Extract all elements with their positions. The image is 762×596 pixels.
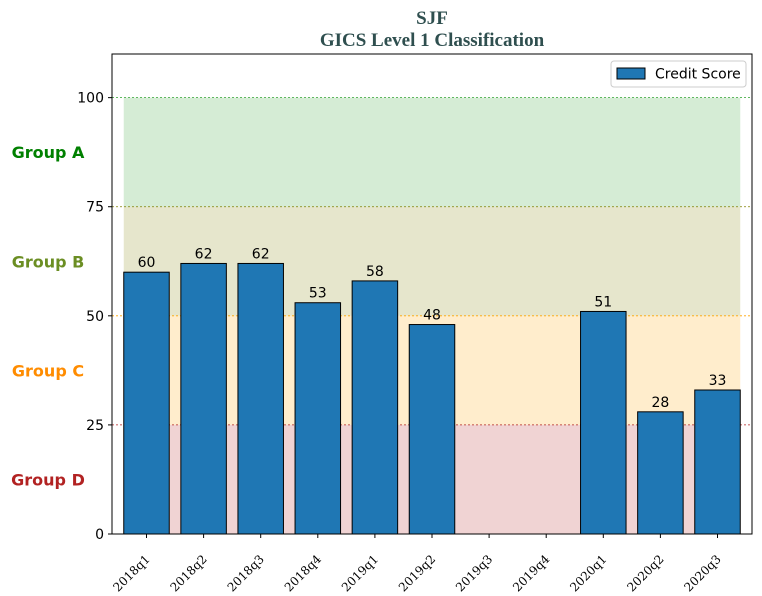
x-tick-label: 2019q3: [453, 552, 495, 594]
bars: [123, 262, 741, 535]
legend-swatch: [616, 67, 646, 80]
x-tick-label: 2019q1: [339, 552, 381, 594]
data-label-2020q3: 33: [709, 373, 727, 389]
x-tick-label: 2018q1: [110, 552, 152, 594]
data-label-2018q2: 62: [195, 246, 213, 262]
data-label-2018q4: 53: [309, 286, 327, 302]
x-tick-label: 2019q4: [510, 552, 553, 595]
bar-2018q1: [123, 271, 170, 535]
data-label-2018q1: 60: [138, 255, 156, 271]
bar-2018q3: [237, 262, 284, 535]
x-tick-label: 2018q4: [282, 552, 325, 595]
y-tick-label: 75: [86, 200, 104, 216]
bar-2019q2: [408, 324, 456, 535]
chart-title: SJF: [416, 8, 448, 29]
x-tick-label: 2018q2: [167, 552, 209, 594]
group-label-group-d: Group D: [11, 470, 85, 489]
data-label-2020q2: 28: [651, 395, 669, 411]
data-labels: 60 62 62 53 58 48 51 28 33: [138, 246, 727, 410]
legend-label: Credit Score: [655, 67, 741, 83]
group-label-group-c: Group C: [12, 361, 84, 380]
group-label-group-a: Group A: [12, 143, 85, 162]
y-tick-label: 25: [86, 418, 104, 434]
x-tick-label: 2019q2: [396, 552, 438, 594]
data-label-2018q3: 62: [252, 246, 270, 262]
y-axis: 0 25 50 75 100: [77, 91, 112, 543]
bar-2018q4: [294, 302, 342, 535]
y-tick-label: 0: [95, 527, 104, 543]
data-label-2019q1: 58: [366, 264, 384, 280]
x-tick-label: 2020q3: [681, 552, 723, 594]
bar-2018q2: [180, 262, 227, 535]
x-tick-label: 2018q3: [225, 552, 267, 594]
bar-2019q1: [351, 280, 399, 535]
group-label-group-b: Group B: [12, 252, 85, 271]
y-tick-label: 50: [86, 309, 104, 325]
chart-subtitle: GICS Level 1 Classification: [320, 30, 545, 51]
group-labels: Group A Group B Group C Group D: [11, 143, 85, 489]
x-tick-label: 2020q2: [624, 552, 666, 594]
x-tick-label: 2020q1: [567, 552, 609, 594]
data-label-2020q1: 51: [594, 294, 612, 310]
legend: Credit Score: [610, 60, 747, 88]
y-tick-label: 100: [77, 91, 104, 107]
bar-2020q3: [694, 389, 741, 535]
bar-2020q2: [637, 411, 684, 535]
x-axis: 2018q1 2018q2 2018q3 2018q4 2019q1 2019q2 2019…: [110, 534, 724, 595]
band-group-a: [123, 97, 741, 207]
bar-2020q1: [580, 310, 627, 535]
data-label-2019q2: 48: [423, 308, 441, 324]
